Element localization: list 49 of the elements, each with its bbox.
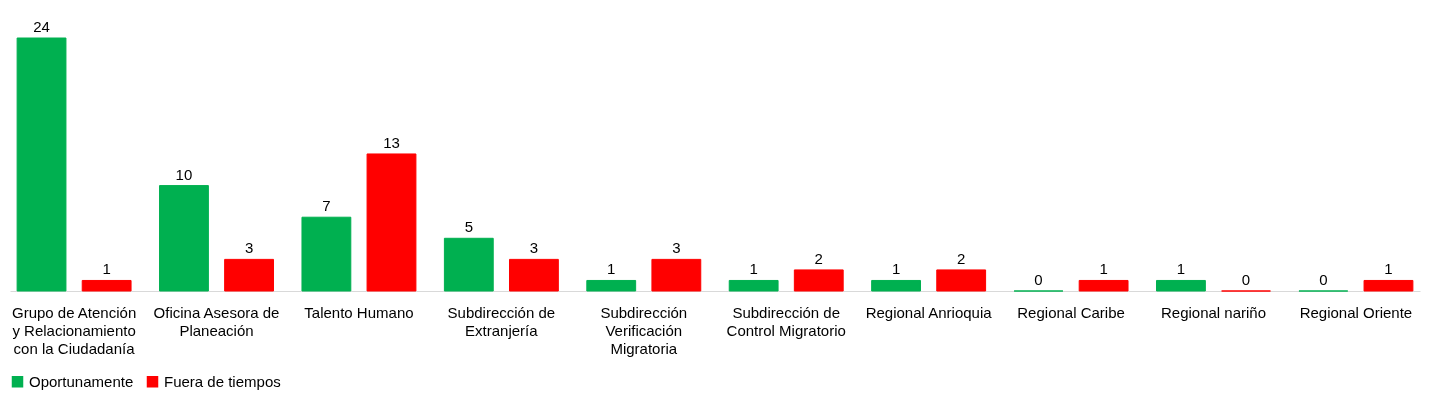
bar: [586, 279, 637, 292]
x-tick-label: Regional Anrioquia: [865, 303, 993, 321]
x-tick-label: Oficina Asesora de Planeación: [153, 303, 280, 339]
data-label: 5: [464, 218, 473, 236]
data-label: 1: [1099, 260, 1108, 278]
data-label: 2: [814, 249, 823, 267]
legend-label: Fuera de tiempos: [164, 372, 281, 390]
legend-label: Oportunamente: [29, 372, 134, 390]
data-label: 13: [383, 133, 400, 151]
bar: [1156, 279, 1206, 292]
data-label: 1: [102, 260, 111, 278]
bar: [1363, 279, 1414, 292]
bar: [301, 216, 352, 292]
data-label: 0: [1241, 271, 1251, 288]
bar: [224, 258, 274, 292]
data-label: 10: [175, 165, 193, 183]
data-label: 3: [672, 239, 681, 257]
data-label: 1: [1384, 260, 1393, 278]
x-tick-label: Talento Humano: [304, 303, 414, 321]
data-label: 1: [1176, 260, 1186, 278]
data-label: 24: [33, 18, 50, 35]
x-tick-label: Subdirección de Extranjería: [447, 303, 556, 339]
bar: [1078, 279, 1129, 292]
data-label: 0: [1319, 271, 1328, 288]
data-label: 3: [244, 239, 254, 257]
bar: [16, 37, 67, 292]
bar: [509, 258, 559, 292]
bar: [81, 279, 132, 292]
x-tick-label: Regional Caribe: [1017, 303, 1125, 321]
x-tick-label: Subdirección de Control Migratorio: [726, 303, 846, 339]
data-label: 7: [322, 197, 331, 215]
bar: [871, 279, 921, 292]
bar: [443, 237, 494, 292]
x-tick-label: Subdirección Verificación Migratoria: [600, 303, 688, 357]
bar: [651, 258, 702, 292]
data-label: 3: [529, 239, 539, 257]
x-tick-label: Regional Oriente: [1299, 303, 1413, 321]
bar: [936, 269, 987, 292]
x-tick-label: Grupo de Atención y Relacionamiento con la Ciudadanía: [11, 303, 137, 357]
data-label: 2: [957, 249, 966, 267]
data-label: 1: [607, 260, 616, 278]
bar: [159, 185, 209, 292]
data-label: 1: [891, 260, 901, 278]
data-label: 0: [1034, 271, 1043, 288]
bar: [728, 279, 779, 292]
bar: [366, 153, 417, 292]
data-label: 1: [749, 260, 758, 278]
x-tick-label: Regional nariño: [1160, 303, 1267, 321]
bar: [793, 269, 844, 292]
